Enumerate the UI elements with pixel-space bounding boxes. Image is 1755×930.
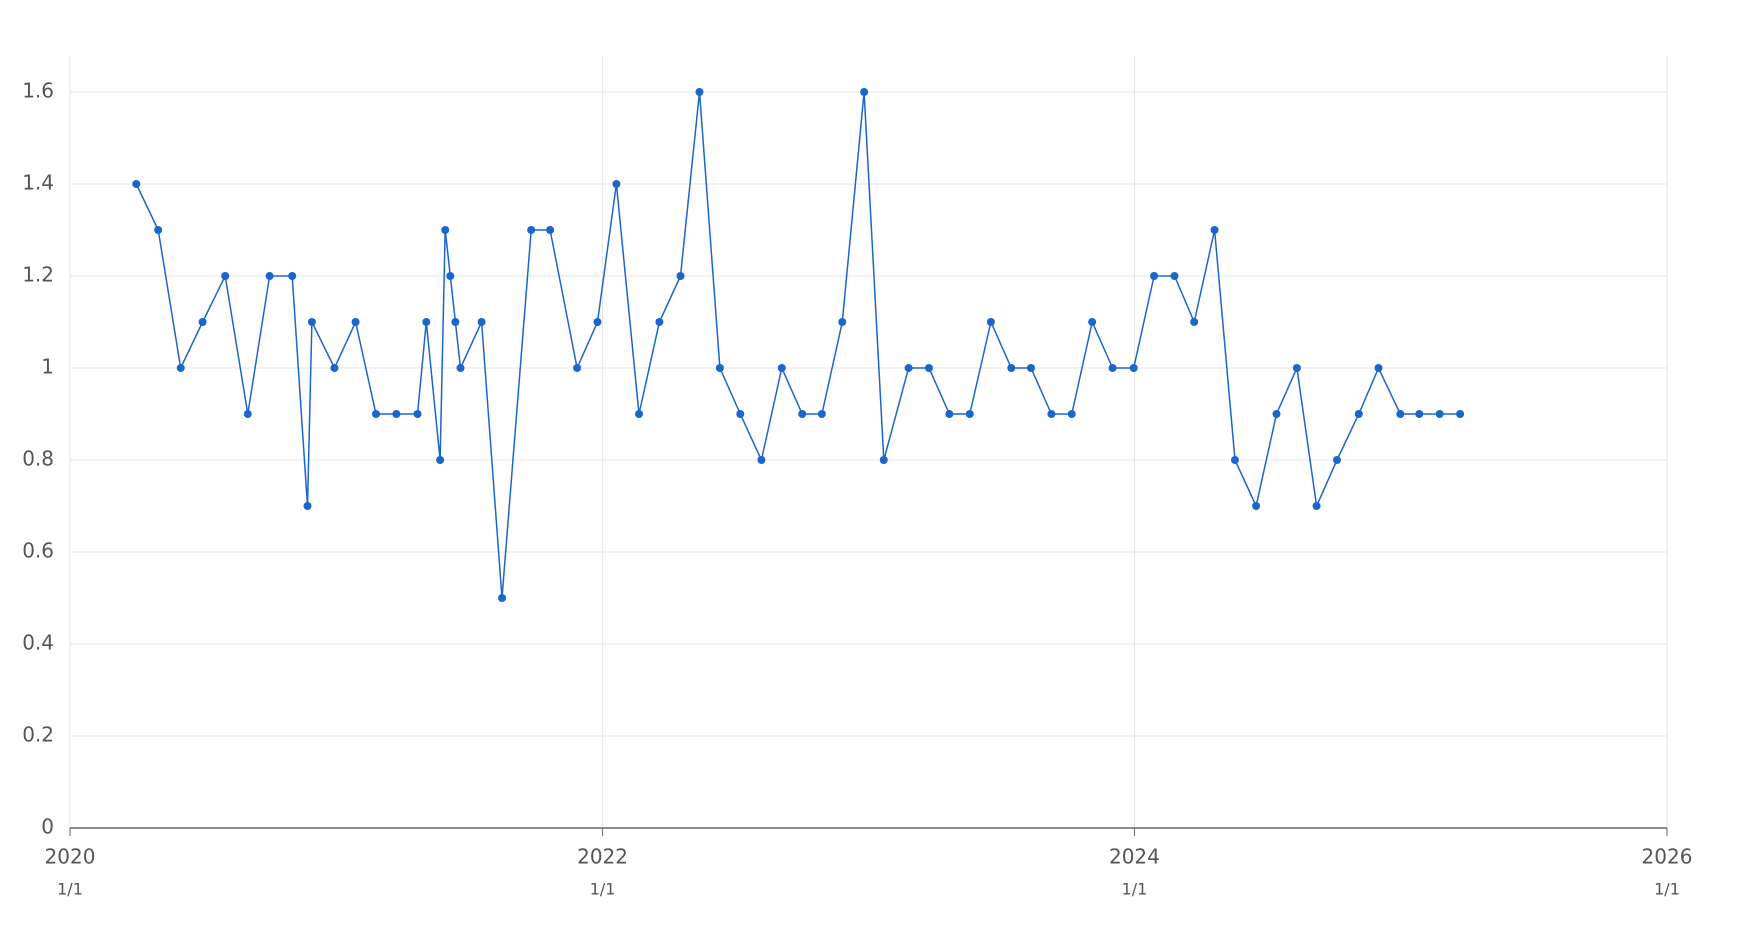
data-point: [1026, 364, 1035, 372]
data-point: [1129, 364, 1138, 372]
y-tick-label: 1.4: [22, 171, 54, 195]
data-point: [695, 88, 704, 96]
data-point: [307, 318, 316, 326]
data-point: [635, 410, 644, 418]
data-point: [351, 318, 360, 326]
y-tick-label: 0.6: [22, 539, 54, 563]
data-point: [265, 272, 274, 280]
data-point: [879, 456, 888, 464]
x-tick-label: 2024: [1109, 845, 1160, 869]
data-point: [546, 226, 555, 234]
data-point: [1354, 410, 1363, 418]
data-point: [1292, 364, 1301, 372]
y-tick-label: 0.4: [22, 631, 54, 655]
x-tick-label: 2026: [1642, 845, 1693, 869]
data-point: [1272, 410, 1281, 418]
data-point: [441, 226, 450, 234]
data-point: [1108, 364, 1117, 372]
data-point: [1007, 364, 1016, 372]
data-point: [655, 318, 664, 326]
y-tick-label: 0.2: [22, 723, 54, 747]
data-point: [945, 410, 954, 418]
data-point: [221, 272, 230, 280]
data-point: [777, 364, 786, 372]
y-tick-label: 0.8: [22, 447, 54, 471]
data-point: [1190, 318, 1199, 326]
data-point: [243, 410, 252, 418]
data-point: [612, 180, 621, 188]
data-point: [715, 364, 724, 372]
data-point: [1210, 226, 1219, 234]
x-tick-label: 2020: [45, 845, 96, 869]
data-point: [498, 594, 507, 602]
data-point: [1435, 410, 1444, 418]
data-point: [736, 410, 745, 418]
data-point: [1312, 502, 1321, 510]
data-point: [1456, 410, 1465, 418]
data-point: [757, 456, 766, 464]
data-point: [593, 318, 602, 326]
x-tick-sublabel: 1/1: [57, 880, 83, 899]
data-point: [860, 88, 869, 96]
data-point: [451, 318, 460, 326]
y-tick-label: 1.6: [22, 79, 54, 103]
data-point: [288, 272, 297, 280]
data-point: [573, 364, 582, 372]
data-point: [965, 410, 974, 418]
data-point: [303, 502, 312, 510]
data-point: [371, 410, 380, 418]
data-point: [904, 364, 913, 372]
data-point: [1415, 410, 1424, 418]
x-tick-sublabel: 1/1: [590, 880, 616, 899]
data-point: [198, 318, 207, 326]
data-point: [924, 364, 933, 372]
y-tick-label: 1: [41, 355, 54, 379]
x-tick-sublabel: 1/1: [1122, 880, 1148, 899]
data-point: [527, 226, 536, 234]
y-tick-label: 0: [41, 815, 54, 839]
data-point: [477, 318, 486, 326]
data-line: [135, 91, 1461, 599]
data-point: [1047, 410, 1056, 418]
data-point: [676, 272, 685, 280]
data-point: [436, 456, 445, 464]
data-point: [456, 364, 465, 372]
data-point: [422, 318, 431, 326]
data-point: [413, 410, 422, 418]
data-point: [1088, 318, 1097, 326]
data-point: [132, 180, 141, 188]
data-point: [176, 364, 185, 372]
data-point: [1170, 272, 1179, 280]
data-point: [1067, 410, 1076, 418]
data-point: [838, 318, 847, 326]
data-point: [1332, 456, 1341, 464]
data-point: [446, 272, 455, 280]
data-point: [1374, 364, 1383, 372]
data-point: [392, 410, 401, 418]
data-point: [1396, 410, 1405, 418]
data-point: [817, 410, 826, 418]
data-point: [330, 364, 339, 372]
x-tick-label: 2022: [577, 845, 628, 869]
data-point: [986, 318, 995, 326]
data-point: [1252, 502, 1261, 510]
data-point: [154, 226, 163, 234]
y-tick-label: 1.2: [22, 263, 54, 287]
data-point: [1230, 456, 1239, 464]
x-tick-sublabel: 1/1: [1654, 880, 1680, 899]
data-point: [798, 410, 807, 418]
data-point: [1150, 272, 1159, 280]
